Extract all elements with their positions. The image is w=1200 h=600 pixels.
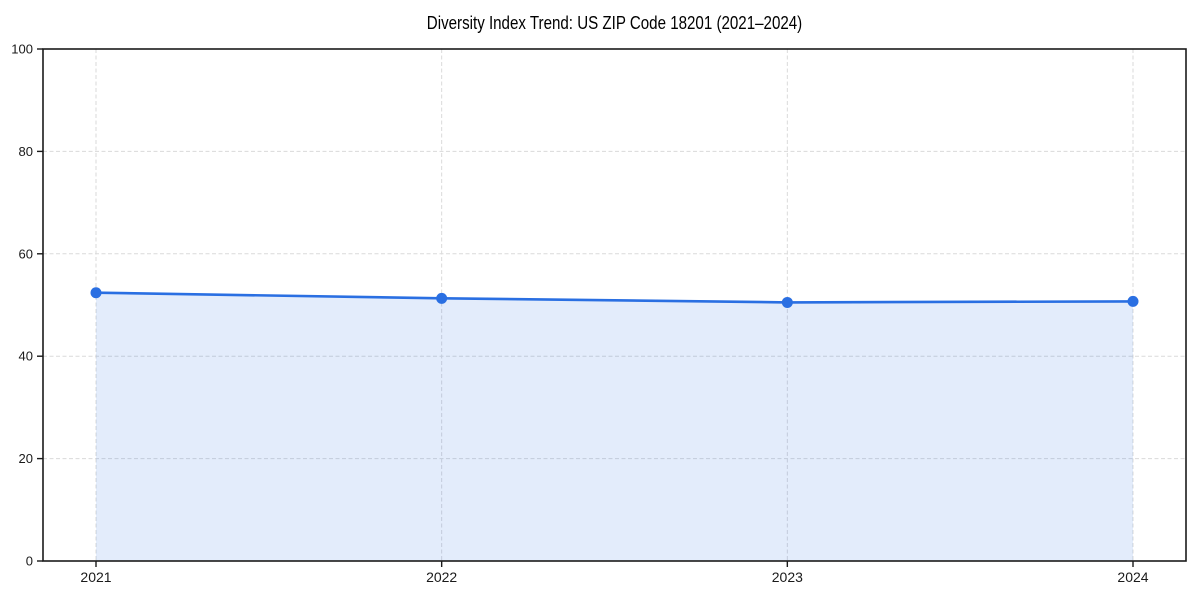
- y-tick-label: 20: [19, 451, 33, 466]
- y-tick-label: 40: [19, 349, 33, 364]
- y-tick-label: 0: [26, 554, 33, 569]
- x-tick-label: 2024: [1117, 569, 1148, 585]
- area-fill: [96, 292, 1133, 561]
- y-tick-label: 60: [19, 246, 33, 261]
- data-point-marker: [90, 287, 102, 299]
- x-tick-label: 2023: [772, 569, 803, 585]
- y-tick-label: 100: [11, 42, 33, 57]
- data-point-marker: [781, 296, 793, 308]
- x-tick-label: 2021: [80, 569, 111, 585]
- axis-box: [42, 48, 1187, 562]
- data-point-marker: [1127, 295, 1139, 307]
- x-tick-label: 2022: [426, 569, 457, 585]
- y-tick-label: 80: [19, 144, 33, 159]
- data-point-marker: [436, 292, 448, 304]
- chart-title: Diversity Index Trend: US ZIP Code 18201…: [426, 13, 803, 33]
- trend-line: [94, 291, 1135, 304]
